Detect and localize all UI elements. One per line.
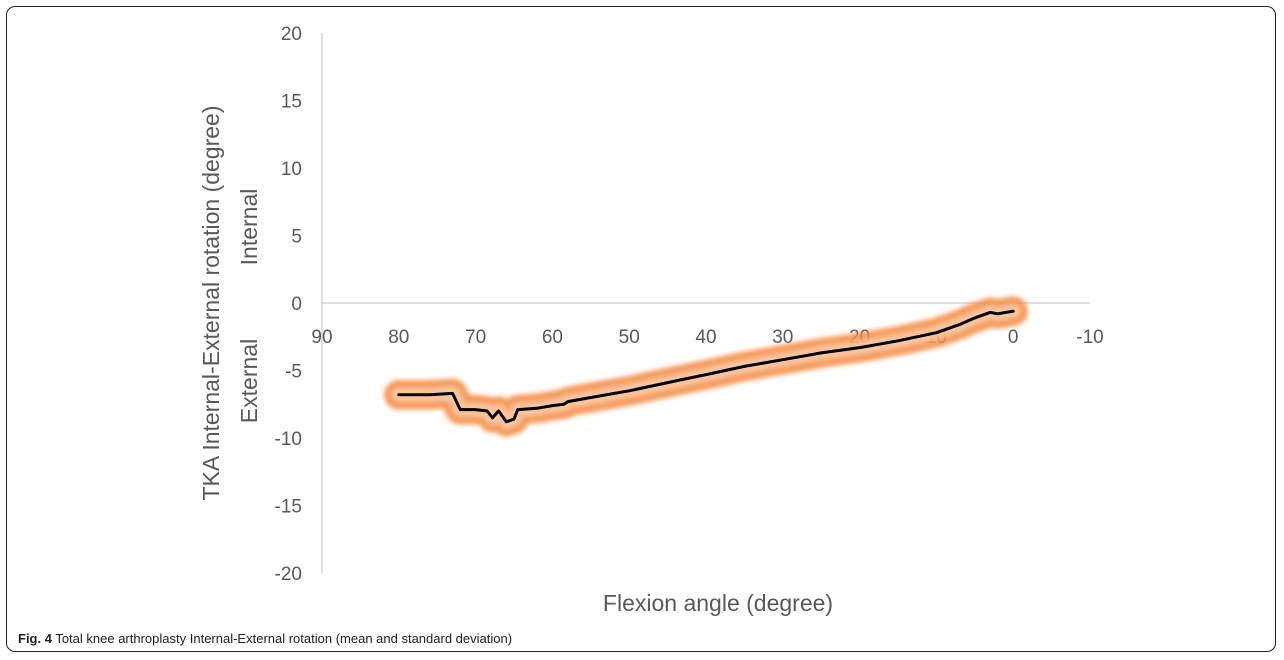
x-tick-label: 50: [619, 327, 640, 348]
y-tick-label: -10: [275, 429, 302, 450]
y-axis-title: TKA Internal-External rotation (degree): [198, 105, 224, 500]
x-tick-label: 0: [1008, 327, 1019, 348]
y-tick-label: -20: [275, 564, 302, 585]
caption-label: Fig. 4: [18, 631, 52, 646]
y-tick-label: 5: [291, 227, 302, 248]
figure-caption: Fig. 4 Total knee arthroplasty Internal-…: [18, 631, 512, 646]
internal-annotation: Internal: [236, 189, 262, 266]
x-tick-label: 60: [542, 327, 563, 348]
x-tick-label: 70: [465, 327, 486, 348]
y-tick-label: -15: [275, 497, 302, 518]
x-tick-label: 90: [311, 327, 332, 348]
x-axis-title: Flexion angle (degree): [603, 590, 833, 616]
y-tick-label: 15: [281, 92, 302, 113]
x-tick-label: -10: [1076, 327, 1103, 348]
y-tick-label: 0: [291, 294, 302, 315]
figure-frame: [6, 6, 1276, 652]
y-tick-label: 10: [281, 159, 302, 180]
caption-text: Total knee arthroplasty Internal-Externa…: [51, 631, 513, 646]
x-tick-label: 40: [695, 327, 716, 348]
x-tick-label: 30: [772, 327, 793, 348]
external-annotation: External: [236, 339, 262, 423]
y-tick-label: -5: [285, 362, 302, 383]
mean-line: [397, 309, 1015, 424]
y-tick-label: 20: [281, 24, 302, 45]
x-tick-label: 80: [388, 327, 409, 348]
